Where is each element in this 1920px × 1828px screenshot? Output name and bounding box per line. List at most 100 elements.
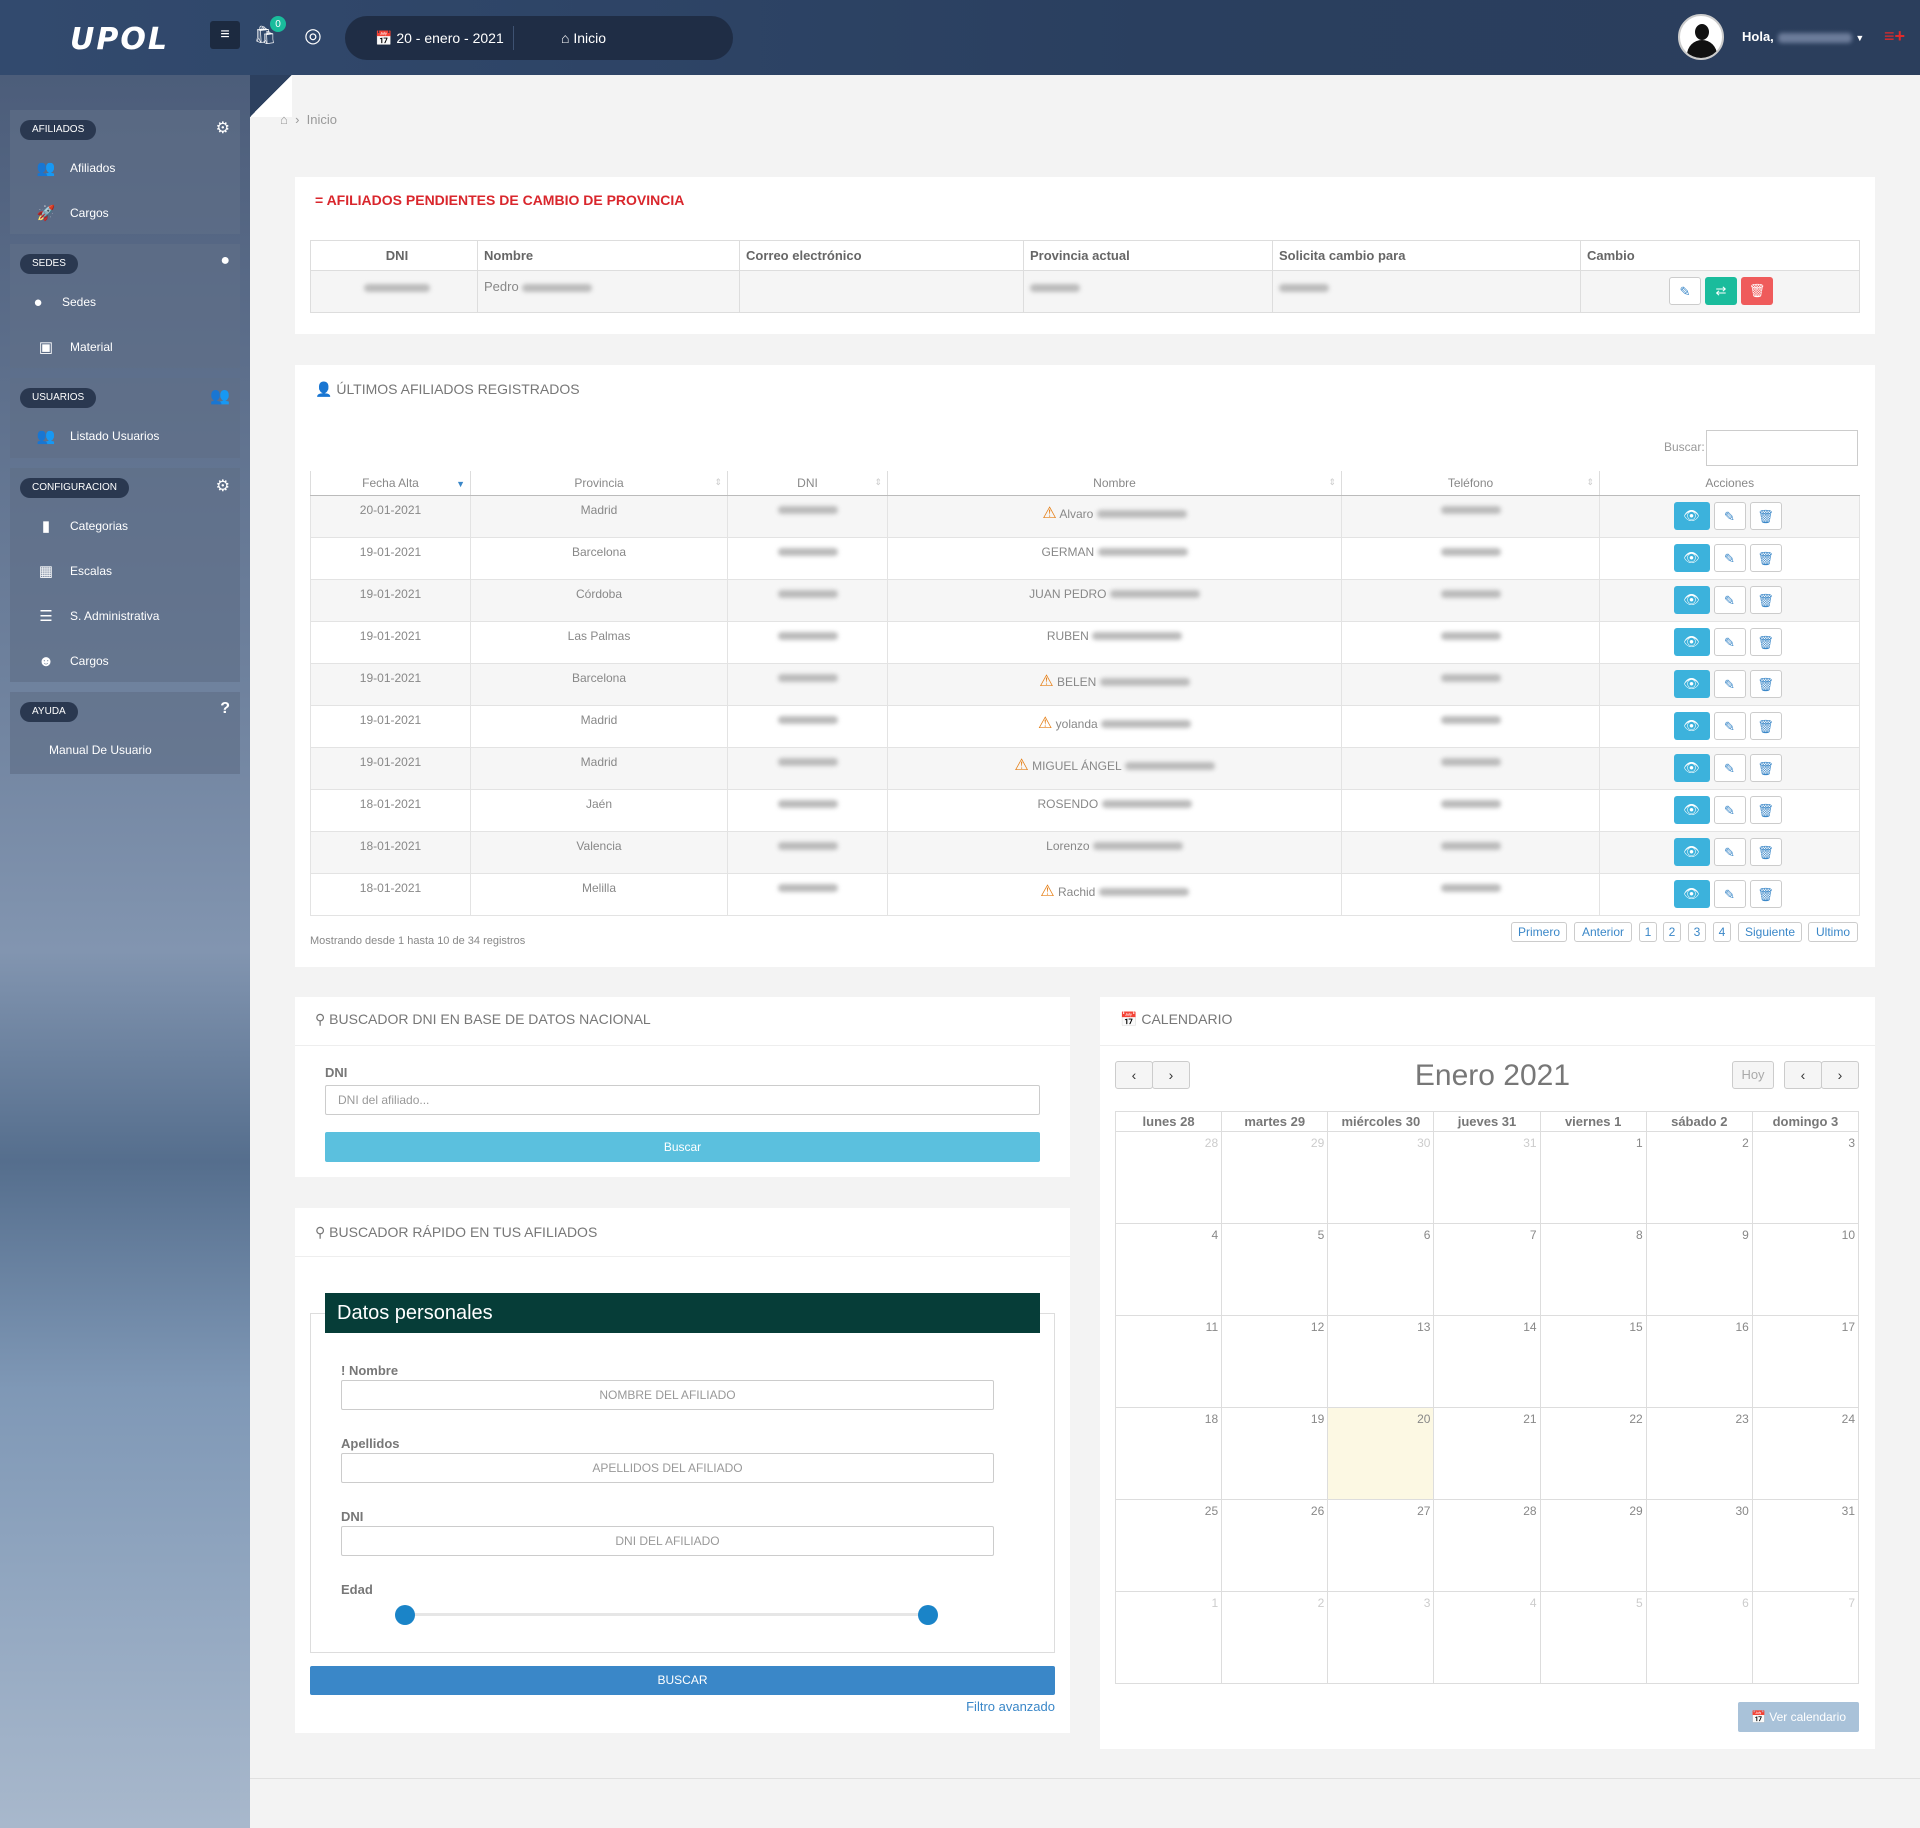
view-calendar-button[interactable]: 📅 Ver calendario [1738, 1702, 1859, 1732]
calendar-day[interactable]: 1 [1114, 1591, 1223, 1684]
trash-icon[interactable]: 🗑 [1749, 711, 1782, 740]
home-icon[interactable]: ⌂ [280, 112, 288, 127]
calendar-day[interactable]: 9 [1645, 1223, 1753, 1316]
cal-prev-button-2[interactable]: ‹ [1784, 1061, 1822, 1089]
sidebar-item-s-administrativa[interactable]: ☰ S. Administrativa [10, 594, 240, 638]
dni-input[interactable]: DNI del afiliado... [325, 1085, 1040, 1115]
calendar-day[interactable]: 27 [1327, 1499, 1435, 1592]
trash-icon[interactable]: 🗑 [1749, 795, 1782, 824]
calendar-day[interactable]: 17 [1751, 1315, 1860, 1408]
calendar-day[interactable]: 28 [1114, 1131, 1223, 1224]
col-dni[interactable]: DNI ⇕ [727, 471, 888, 496]
apellidos-input[interactable]: APELLIDOS DEL AFILIADO [341, 1453, 994, 1483]
calendar-day[interactable]: 23 [1645, 1407, 1753, 1500]
trash-icon[interactable]: 🗑 [1749, 837, 1782, 866]
sidebar-item-material[interactable]: ▣ Material [10, 325, 240, 369]
page-4[interactable]: 4 [1713, 922, 1731, 942]
page-last[interactable]: Ultimo [1808, 922, 1858, 942]
calendar-day[interactable]: 12 [1221, 1315, 1329, 1408]
dni-search-button[interactable]: Buscar [325, 1132, 1040, 1162]
calendar-day[interactable]: 10 [1751, 1223, 1860, 1316]
calendar-day[interactable]: 6 [1327, 1223, 1435, 1316]
calendar-day[interactable]: 14 [1433, 1315, 1541, 1408]
nombre-input[interactable]: NOMBRE DEL AFILIADO [341, 1380, 994, 1410]
calendar-day[interactable]: 13 [1327, 1315, 1435, 1408]
users-icon[interactable]: 👥 [210, 388, 230, 405]
calendar-day[interactable]: 31 [1751, 1499, 1860, 1592]
calendar-day[interactable]: 24 [1751, 1407, 1860, 1500]
bag-icon[interactable]: 🛍 [253, 24, 277, 45]
sidebar-item-escalas[interactable]: ▦ Escalas [10, 549, 240, 593]
calendar-day[interactable]: 30 [1327, 1131, 1435, 1224]
view-icon[interactable]: 👁 [1673, 543, 1710, 572]
cal-next-button-2[interactable]: › [1821, 1061, 1859, 1089]
page-2[interactable]: 2 [1663, 922, 1681, 942]
sidebar-item-manual[interactable]: Manual De Usuario [49, 743, 152, 757]
trash-icon[interactable]: 🗑 [1749, 669, 1782, 698]
dni-input[interactable]: DNI DEL AFILIADO [341, 1526, 994, 1556]
edit-icon[interactable]: ✎ [1713, 753, 1746, 782]
calendar-day[interactable]: 25 [1114, 1499, 1223, 1592]
edit-icon[interactable]: ✎ [1713, 627, 1746, 656]
exchange-icon[interactable]: ⇄ [1705, 277, 1737, 305]
view-icon[interactable]: 👁 [1673, 753, 1710, 782]
calendar-day[interactable]: 5 [1221, 1223, 1329, 1316]
calendar-day[interactable]: 21 [1433, 1407, 1541, 1500]
trash-icon[interactable]: 🗑 [1749, 585, 1782, 614]
view-icon[interactable]: 👁 [1673, 879, 1710, 908]
calendar-day[interactable]: 30 [1645, 1499, 1753, 1592]
edit-icon[interactable]: ✎ [1713, 543, 1746, 572]
calendar-day[interactable]: 2 [1221, 1591, 1329, 1684]
age-slider-max-handle[interactable] [918, 1605, 938, 1625]
page-3[interactable]: 3 [1688, 922, 1706, 942]
calendar-day[interactable]: 26 [1221, 1499, 1329, 1592]
col-provincia[interactable]: Provincia ⇕ [470, 471, 728, 496]
page-prev[interactable]: Anterior [1574, 922, 1632, 942]
view-icon[interactable]: 👁 [1673, 711, 1710, 740]
calendar-day[interactable]: 19 [1221, 1407, 1329, 1500]
trash-icon[interactable]: 🗑 [1749, 543, 1782, 572]
page-first[interactable]: Primero [1511, 922, 1567, 942]
calendar-day[interactable]: 28 [1433, 1499, 1541, 1592]
sidebar-item-sedes[interactable]: ● Sedes [10, 280, 240, 324]
lifebuoy-icon[interactable]: ◎ [304, 24, 322, 47]
user-menu[interactable]: Hola, ▼ [1742, 29, 1865, 44]
calendar-day[interactable]: 8 [1539, 1223, 1647, 1316]
logo[interactable]: UPOL [70, 22, 169, 57]
calendar-day[interactable]: 4 [1433, 1591, 1541, 1684]
calendar-day[interactable]: 4 [1114, 1223, 1223, 1316]
edit-icon[interactable]: ✎ [1713, 669, 1746, 698]
map-pin-icon[interactable]: ● [220, 252, 230, 269]
age-slider-min-handle[interactable] [395, 1605, 415, 1625]
view-icon[interactable]: 👁 [1673, 501, 1710, 530]
question-icon[interactable]: ? [220, 700, 230, 717]
calendar-day[interactable]: 16 [1645, 1315, 1753, 1408]
home-link[interactable]: ⌂ Inicio [561, 30, 607, 46]
col-telefono[interactable]: Teléfono ⇕ [1341, 471, 1600, 496]
calendar-day[interactable]: 1 [1539, 1131, 1647, 1224]
calendar-day[interactable]: 15 [1539, 1315, 1647, 1408]
view-icon[interactable]: 👁 [1673, 585, 1710, 614]
logout-icon[interactable]: ≡+ [1884, 26, 1906, 46]
page-1[interactable]: 1 [1639, 922, 1657, 942]
gear-icon[interactable]: ⚙ [215, 478, 230, 495]
edit-icon[interactable]: ✎ [1713, 501, 1746, 530]
edit-icon[interactable]: ✎ [1713, 837, 1746, 866]
col-nombre[interactable]: Nombre ⇕ [887, 471, 1342, 496]
calendar-day[interactable]: 29 [1221, 1131, 1329, 1224]
col-fecha-alta[interactable]: Fecha Alta ▼ [310, 471, 471, 496]
sidebar-item-listado-usuarios[interactable]: 👥 Listado Usuarios [10, 414, 240, 458]
calendar-day[interactable]: 2 [1645, 1131, 1753, 1224]
menu-icon[interactable]: ≡ [210, 21, 240, 49]
advanced-filter-link[interactable]: Filtro avanzado [966, 1699, 1055, 1714]
calendar-day[interactable]: 18 [1114, 1407, 1223, 1500]
view-icon[interactable]: 👁 [1673, 795, 1710, 824]
calendar-day[interactable]: 11 [1114, 1315, 1223, 1408]
edit-icon[interactable]: ✎ [1713, 795, 1746, 824]
sidebar-item-categorias[interactable]: ▮ Categorias [10, 504, 240, 548]
cal-prev-button[interactable]: ‹ [1115, 1061, 1153, 1089]
calendar-day[interactable]: 3 [1751, 1131, 1860, 1224]
calendar-day[interactable]: 29 [1539, 1499, 1647, 1592]
gear-icon[interactable]: ⚙ [215, 120, 230, 137]
sidebar-item-cargos-config[interactable]: ☻ Cargos [10, 639, 240, 683]
